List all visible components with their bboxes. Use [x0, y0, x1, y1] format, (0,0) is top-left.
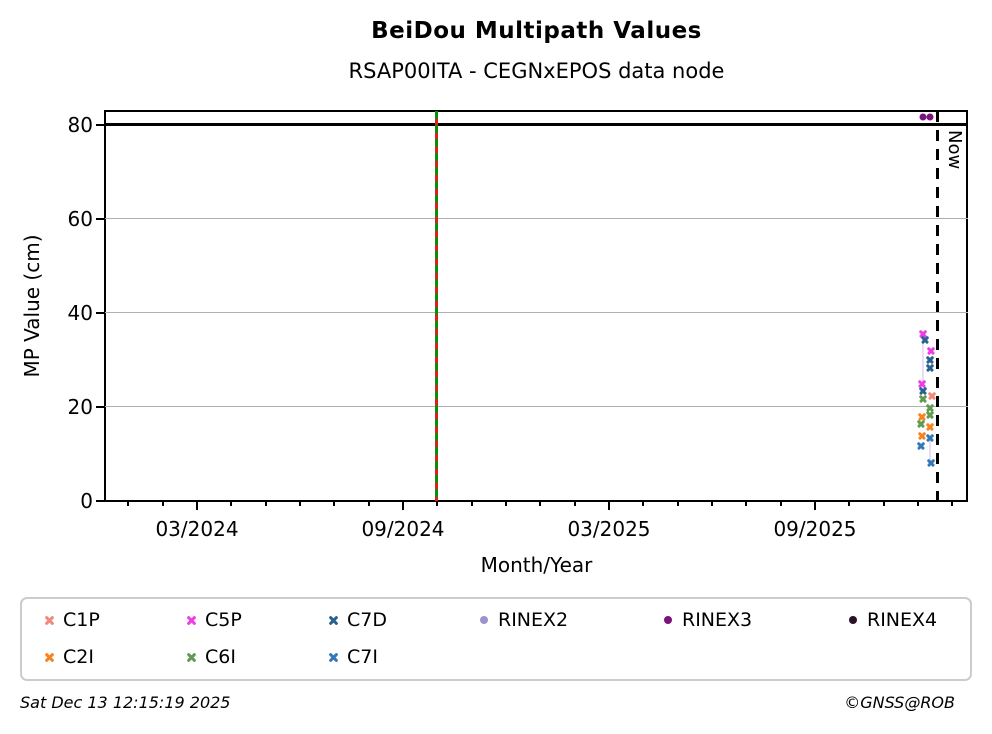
y-tick [96, 500, 104, 502]
x-major-tick [607, 501, 610, 510]
connector-line [922, 340, 925, 384]
x-minor-tick [436, 501, 439, 506]
footer-timestamp: Sat Dec 13 12:15:19 2025 [20, 693, 231, 712]
x-marker-icon [44, 615, 55, 626]
legend-label: C1P [63, 609, 100, 631]
legend-label: C6I [205, 646, 236, 668]
x-tick-label: 03/2024 [155, 517, 239, 541]
now-annotation-label: Now [944, 130, 965, 170]
data-point-C7D [919, 386, 928, 395]
data-point-C6I [919, 394, 928, 403]
now-line [936, 111, 940, 501]
y-tick-label: 60 [67, 206, 93, 231]
x-minor-tick [916, 501, 919, 506]
y-gridline [105, 312, 968, 314]
y-gridline [105, 406, 968, 408]
y-tick-label: 40 [67, 300, 93, 325]
data-point-C7D [920, 336, 929, 345]
data-point-C6I [917, 419, 926, 428]
x-minor-tick [470, 501, 473, 506]
x-minor-tick [573, 501, 576, 506]
x-minor-tick [333, 501, 336, 506]
x-marker-icon [328, 615, 339, 626]
x-minor-tick [539, 501, 542, 506]
x-tick-label: 03/2025 [567, 517, 651, 541]
legend-label: RINEX2 [498, 609, 569, 631]
y-gridline [105, 218, 968, 220]
x-minor-tick [127, 501, 130, 506]
x-marker-icon [186, 615, 197, 626]
x-minor-tick [230, 501, 233, 506]
data-point-C7I [917, 441, 926, 450]
data-point-C2I [926, 422, 935, 431]
threshold-line-80 [105, 123, 968, 126]
y-tick-label: 80 [67, 112, 93, 137]
footer-credit: ©GNSS@ROB [844, 693, 955, 712]
x-minor-tick [298, 501, 301, 506]
event-line [435, 111, 439, 501]
x-minor-tick [642, 501, 645, 506]
circle-marker-icon [664, 616, 672, 624]
data-point-C7D [926, 355, 935, 364]
legend-label: C2I [63, 646, 94, 668]
x-minor-tick [848, 501, 851, 506]
legend-label: C7I [347, 646, 378, 668]
x-marker-icon [44, 652, 55, 663]
legend: C1P C2I C5P C6I C7D C7I RINEX2 RINEX3 RINEX4 [20, 597, 972, 681]
x-minor-tick [367, 501, 370, 506]
data-point-RINEX3 [926, 113, 934, 121]
x-major-tick [813, 501, 816, 510]
x-minor-tick [710, 501, 713, 506]
y-tick-label: 0 [80, 489, 93, 513]
x-minor-tick [882, 501, 885, 506]
x-major-tick [196, 501, 198, 510]
x-minor-tick [161, 501, 164, 506]
connector-line [929, 437, 932, 463]
data-point-C7D [925, 364, 934, 373]
circle-marker-icon [849, 616, 857, 624]
x-minor-tick [504, 501, 507, 506]
x-minor-tick [264, 501, 267, 506]
data-point-C7I [926, 458, 935, 467]
legend-label: RINEX3 [682, 609, 753, 631]
x-minor-tick [779, 501, 782, 506]
x-tick-label: 09/2025 [773, 517, 857, 541]
y-axis-label: MP Value (cm) [20, 234, 44, 378]
x-tick-label: 09/2024 [361, 517, 445, 541]
circle-marker-icon [480, 616, 488, 624]
plot-border [104, 110, 968, 502]
legend-label: C5P [205, 609, 242, 631]
x-minor-tick [676, 501, 679, 506]
data-point-C6I [925, 410, 934, 419]
legend-label: C7D [347, 609, 387, 631]
data-point-C7I [926, 433, 935, 442]
data-point-RINEX3 [919, 113, 927, 121]
data-point-C1P [927, 391, 936, 400]
x-axis-label: Month/Year [480, 553, 593, 577]
y-tick [96, 311, 104, 314]
y-tick [96, 217, 104, 220]
y-tick [96, 405, 104, 408]
legend-label: RINEX4 [867, 609, 938, 631]
x-marker-icon [328, 652, 339, 663]
page-title: BeiDou Multipath Values [371, 18, 702, 44]
x-major-tick [401, 501, 404, 510]
x-marker-icon [186, 652, 197, 663]
x-minor-tick [745, 501, 748, 506]
y-tick [96, 123, 104, 126]
y-tick-label: 20 [67, 394, 93, 419]
x-minor-tick [951, 501, 954, 506]
page-subtitle: RSAP00ITA - CEGNxEPOS data node [348, 59, 725, 83]
